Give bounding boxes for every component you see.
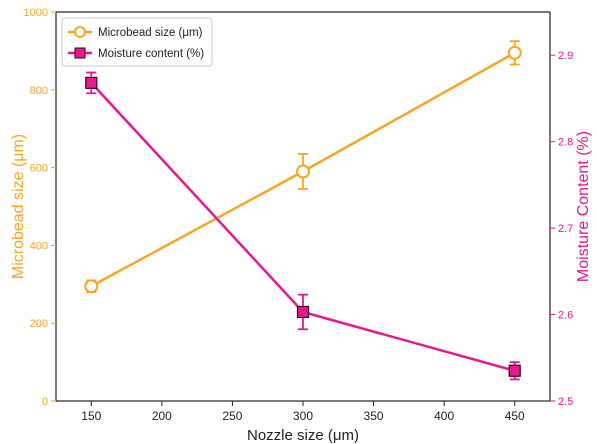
axes-group: 150 200 250 300 350 400 450 Nozzle size (μm) 0 20… — [10, 7, 592, 444]
data-point-1 — [85, 76, 98, 89]
y-left-tick-label: 0 — [42, 396, 48, 408]
data-point-1 — [508, 364, 521, 377]
y-left-tick-label: 800 — [30, 85, 48, 97]
x-tick-label: 400 — [434, 409, 454, 423]
x-tick-label: 250 — [222, 409, 242, 423]
x-tick-label: 350 — [364, 409, 384, 423]
y-right-tick-label: 2.8 — [558, 137, 573, 149]
y-right-axis-title: Moisture Content (%) — [575, 131, 592, 282]
y-right-tick-label: 2.9 — [558, 50, 573, 62]
y-left-tick-label: 1000 — [24, 7, 48, 19]
y-right-tick-label: 2.5 — [558, 396, 573, 408]
legend-label-1: Moisture content (%) — [98, 48, 204, 60]
legend-marker-0 — [74, 26, 86, 38]
data-point-0 — [296, 164, 310, 179]
x-tick-label: 200 — [152, 409, 172, 423]
series-group — [84, 40, 522, 381]
x-tick-label: 150 — [81, 409, 101, 423]
y-left-tick-label: 600 — [30, 163, 48, 175]
y-right-tick-label: 2.7 — [558, 223, 573, 235]
data-point-1 — [296, 305, 310, 319]
plot-frame — [55, 11, 551, 402]
data-point-0 — [507, 45, 522, 60]
y-left-axis-title: Microbead size (μm) — [10, 134, 27, 279]
legend: Microbead size (μm) Moisture content (%) — [61, 17, 213, 67]
data-point-0 — [84, 279, 99, 294]
y-left-tick-label: 200 — [30, 318, 48, 330]
y-left-tick-label: 400 — [30, 240, 48, 252]
legend-box — [61, 17, 213, 67]
x-axis-title: Nozzle size (μm) — [247, 427, 359, 444]
legend-label-0: Microbead size (μm) — [98, 27, 203, 39]
legend-marker-1 — [74, 47, 86, 59]
x-tick-label: 300 — [293, 409, 313, 423]
y-right-tick-label: 2.6 — [558, 310, 573, 322]
x-tick-label: 450 — [505, 409, 525, 423]
